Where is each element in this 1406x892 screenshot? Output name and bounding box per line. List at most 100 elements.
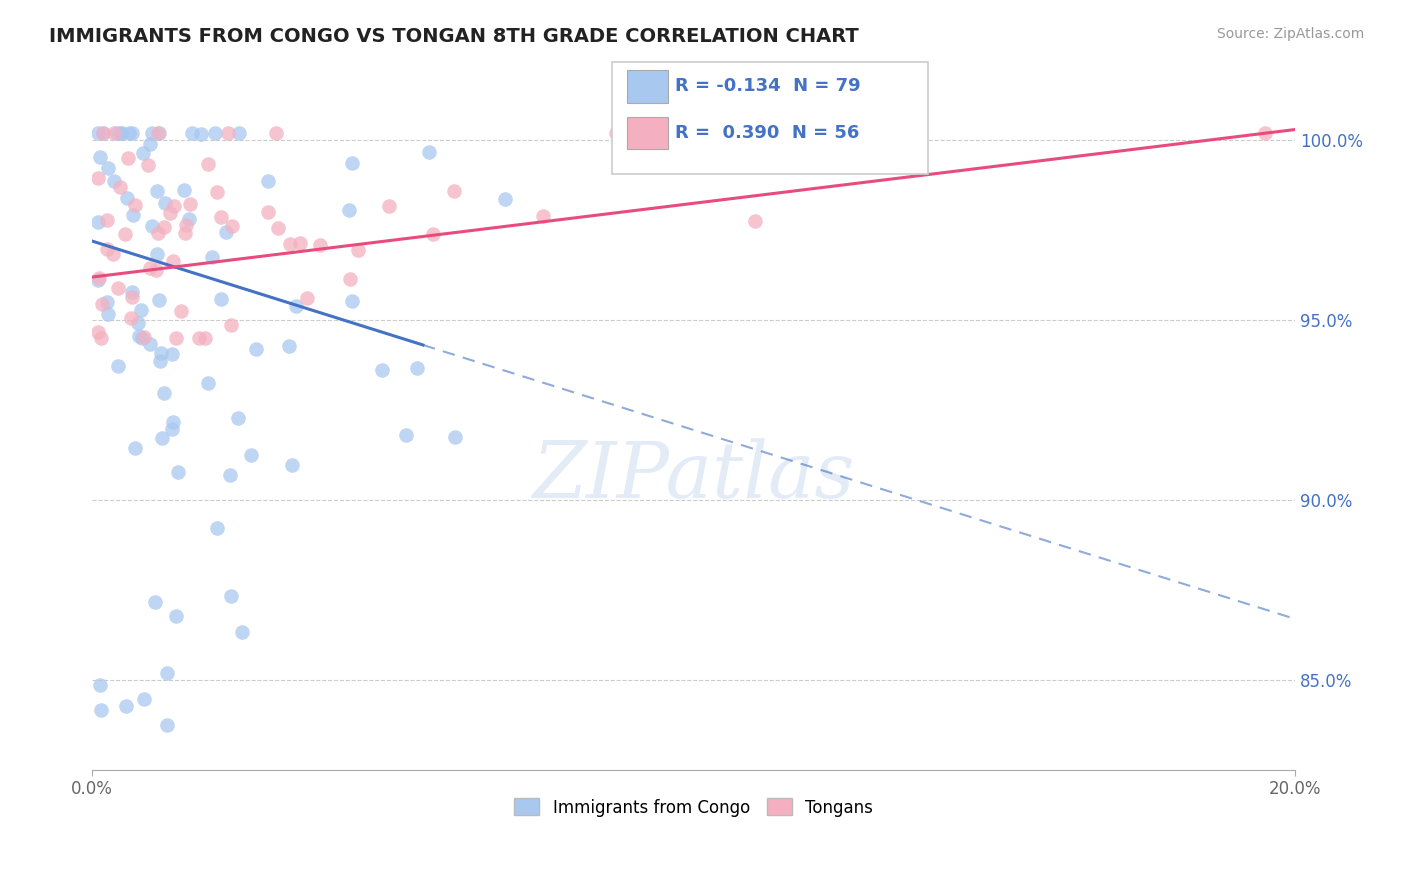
Point <box>180 126 202 140</box>
Point <box>96 295 118 310</box>
Point <box>91 126 114 140</box>
Point <box>228 126 250 140</box>
Point <box>197 157 219 171</box>
Point <box>221 589 243 603</box>
Point <box>118 126 141 140</box>
Point <box>89 271 111 285</box>
Point <box>139 337 162 351</box>
Point <box>101 247 124 261</box>
Point <box>267 220 290 235</box>
Point <box>91 296 114 310</box>
Point <box>107 359 129 374</box>
Point <box>204 126 226 140</box>
Point <box>120 310 142 325</box>
Point <box>174 226 197 240</box>
Point <box>209 293 232 307</box>
Point <box>163 199 186 213</box>
Point <box>215 225 238 239</box>
Point <box>162 422 184 436</box>
Point <box>201 250 224 264</box>
Point <box>153 385 176 400</box>
Point <box>90 331 112 345</box>
Point <box>156 666 179 681</box>
Text: ZIPatlas: ZIPatlas <box>533 438 855 514</box>
Point <box>278 339 301 353</box>
Point <box>96 212 118 227</box>
Point <box>155 196 177 211</box>
Point <box>97 161 120 176</box>
Point <box>218 467 240 482</box>
Point <box>117 152 139 166</box>
Point <box>531 209 554 223</box>
Point <box>340 155 363 169</box>
Point <box>110 126 132 140</box>
Point <box>146 126 169 140</box>
Point <box>443 184 465 198</box>
Point <box>105 126 128 140</box>
Point <box>280 458 302 473</box>
Point <box>209 210 232 224</box>
Point <box>141 126 163 140</box>
Point <box>136 157 159 171</box>
Point <box>149 354 172 368</box>
Point <box>90 703 112 717</box>
Point <box>114 227 136 241</box>
Point <box>288 235 311 250</box>
Point <box>239 448 262 462</box>
Point <box>285 300 308 314</box>
Text: Source: ZipAtlas.com: Source: ZipAtlas.com <box>1216 27 1364 41</box>
Point <box>418 145 440 160</box>
Text: IMMIGRANTS FROM CONGO VS TONGAN 8TH GRADE CORRELATION CHART: IMMIGRANTS FROM CONGO VS TONGAN 8TH GRAD… <box>49 27 859 45</box>
Point <box>148 293 170 307</box>
Point <box>115 192 138 206</box>
Point <box>231 624 253 639</box>
Point <box>103 126 125 140</box>
Point <box>162 254 184 268</box>
Point <box>121 290 143 304</box>
Point <box>174 218 197 232</box>
Point <box>139 260 162 275</box>
Point <box>146 184 169 198</box>
Point <box>165 331 187 345</box>
Point <box>378 199 401 213</box>
Point <box>205 521 228 535</box>
Point <box>87 170 110 185</box>
Point <box>179 197 201 211</box>
Point <box>128 328 150 343</box>
Point <box>342 293 364 308</box>
Point <box>278 237 301 252</box>
Point <box>96 242 118 256</box>
Point <box>131 303 153 318</box>
Point <box>150 345 173 359</box>
Point <box>337 202 360 217</box>
Point <box>148 126 170 140</box>
Point <box>97 307 120 321</box>
Point <box>371 362 394 376</box>
Point <box>139 137 162 152</box>
Point <box>91 126 114 140</box>
Point <box>122 208 145 222</box>
Point <box>221 219 243 233</box>
Point <box>339 271 361 285</box>
Point <box>217 126 239 140</box>
Point <box>121 285 143 299</box>
Point <box>605 126 627 140</box>
Point <box>143 595 166 609</box>
Point <box>1254 126 1277 140</box>
Point <box>141 219 163 233</box>
Point <box>257 205 280 219</box>
Point <box>494 192 516 206</box>
Point <box>395 427 418 442</box>
Point <box>165 609 187 624</box>
Point <box>107 281 129 295</box>
Point <box>264 126 287 140</box>
Legend: Immigrants from Congo, Tongans: Immigrants from Congo, Tongans <box>508 792 880 823</box>
Point <box>187 331 209 345</box>
Text: R =  0.390  N = 56: R = 0.390 N = 56 <box>675 124 859 142</box>
Point <box>124 198 146 212</box>
Point <box>347 244 370 258</box>
Point <box>245 342 267 356</box>
Point <box>146 226 169 240</box>
Point <box>87 325 110 339</box>
Point <box>295 291 318 305</box>
